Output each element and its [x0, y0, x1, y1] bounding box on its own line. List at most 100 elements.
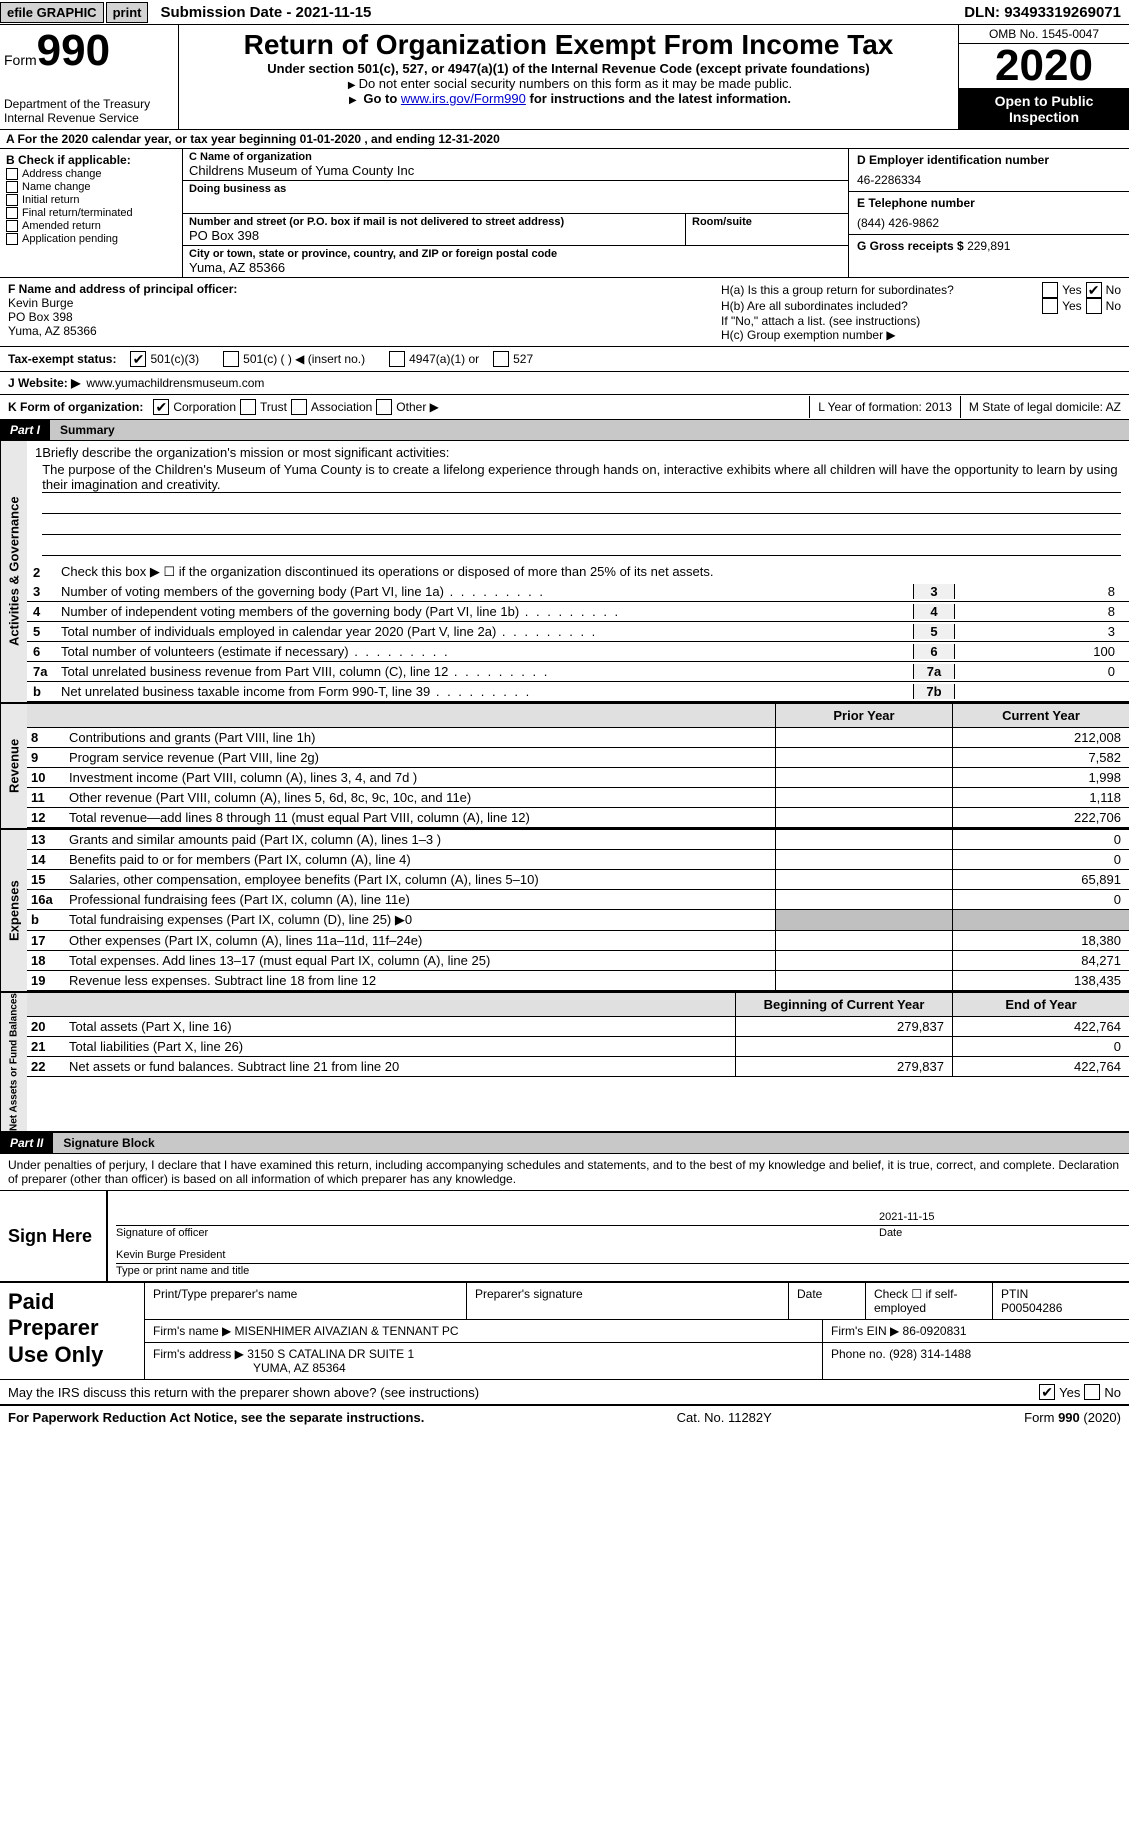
checkbox-final-return[interactable]	[6, 207, 18, 219]
part-2-header: Part II Signature Block	[0, 1133, 1129, 1154]
data-line: 11 Other revenue (Part VIII, column (A),…	[27, 788, 1129, 808]
4947-label: 4947(a)(1) or	[409, 352, 479, 366]
line-num: 15	[27, 870, 65, 889]
label-application-pending: Application pending	[22, 233, 118, 245]
ha-no-label: No	[1106, 283, 1121, 297]
website-label: J Website: ▶	[8, 376, 80, 390]
ha-yes-checkbox[interactable]	[1042, 282, 1058, 298]
phone-value: (844) 426-9862	[857, 216, 1121, 230]
line-desc: Grants and similar amounts paid (Part IX…	[65, 830, 775, 849]
prior-val	[775, 768, 952, 787]
irs-no-checkbox[interactable]	[1084, 1384, 1100, 1400]
line-desc: Contributions and grants (Part VIII, lin…	[65, 728, 775, 747]
501c3-checkbox[interactable]	[130, 351, 146, 367]
part-2-title: Signature Block	[53, 1133, 1129, 1153]
current-val: 422,764	[952, 1057, 1129, 1076]
row-a-tax-year: A For the 2020 calendar year, or tax yea…	[0, 130, 1129, 149]
current-val: 1,998	[952, 768, 1129, 787]
527-checkbox[interactable]	[493, 351, 509, 367]
print-button[interactable]: print	[106, 2, 149, 23]
501c-checkbox[interactable]	[223, 351, 239, 367]
line-desc: Total expenses. Add lines 13–17 (must eq…	[65, 951, 775, 970]
firm-phone-value: (928) 314-1488	[889, 1347, 971, 1361]
line-desc: Other expenses (Part IX, column (A), lin…	[65, 931, 775, 950]
officer-label: F Name and address of principal officer:	[8, 282, 705, 296]
prior-val	[775, 808, 952, 827]
hb-yes-checkbox[interactable]	[1042, 298, 1058, 314]
footer-center: Cat. No. 11282Y	[677, 1410, 772, 1425]
instructions-link[interactable]: www.irs.gov/Form990	[401, 91, 526, 106]
hc-label: H(c) Group exemption number ▶	[721, 328, 1121, 342]
line-desc: Total unrelated business revenue from Pa…	[61, 664, 913, 679]
form-note-1: Do not enter social security numbers on …	[187, 76, 950, 91]
corporation-checkbox[interactable]	[153, 399, 169, 415]
prep-name-label: Print/Type preparer's name	[145, 1283, 467, 1319]
association-label: Association	[311, 400, 372, 414]
line-desc: Salaries, other compensation, employee b…	[65, 870, 775, 889]
gov-line: 4 Number of independent voting members o…	[27, 602, 1129, 622]
line-box: 3	[913, 584, 955, 599]
prior-val	[735, 1037, 952, 1056]
footer-right: Form 990 (2020)	[1024, 1410, 1121, 1425]
4947-checkbox[interactable]	[389, 351, 405, 367]
line-box: 6	[913, 644, 955, 659]
other-checkbox[interactable]	[376, 399, 392, 415]
527-label: 527	[513, 352, 533, 366]
prior-val	[775, 890, 952, 909]
checkbox-application-pending[interactable]	[6, 233, 18, 245]
website-value: www.yumachildrensmuseum.com	[86, 376, 264, 390]
irs-label: Internal Revenue Service	[4, 111, 174, 125]
checkbox-name-change[interactable]	[6, 181, 18, 193]
dept-label: Department of the Treasury	[4, 97, 174, 111]
checkbox-initial-return[interactable]	[6, 194, 18, 206]
current-val: 0	[952, 850, 1129, 869]
hb-no-checkbox[interactable]	[1086, 298, 1102, 314]
line-num: 11	[27, 788, 65, 807]
city-label: City or town, state or province, country…	[189, 248, 842, 260]
association-checkbox[interactable]	[291, 399, 307, 415]
label-final-return: Final return/terminated	[22, 207, 133, 219]
ha-no-checkbox[interactable]	[1086, 282, 1102, 298]
line-desc: Benefits paid to or for members (Part IX…	[65, 850, 775, 869]
checkbox-address-change[interactable]	[6, 168, 18, 180]
officer-signature-field[interactable]	[116, 1211, 879, 1223]
perjury-statement: Under penalties of perjury, I declare th…	[0, 1154, 1129, 1191]
current-val: 65,891	[952, 870, 1129, 889]
mission-text: The purpose of the Children's Museum of …	[42, 462, 1121, 493]
form-number: 990	[37, 29, 110, 73]
firm-name-label: Firm's name ▶	[153, 1324, 231, 1338]
line-desc: Number of independent voting members of …	[61, 604, 913, 619]
part-1-header: Part I Summary	[0, 420, 1129, 441]
ein-label: D Employer identification number	[857, 153, 1121, 167]
part-1-title: Summary	[50, 420, 1129, 440]
irs-no-label: No	[1104, 1385, 1121, 1400]
label-name-change: Name change	[22, 181, 91, 193]
sign-date-value: 2021-11-15	[879, 1211, 1129, 1223]
trust-checkbox[interactable]	[240, 399, 256, 415]
year-formation: L Year of formation: 2013	[809, 396, 960, 418]
form-title: Return of Organization Exempt From Incom…	[187, 29, 950, 61]
current-val: 222,706	[952, 808, 1129, 827]
line-desc: Total number of volunteers (estimate if …	[61, 644, 913, 659]
line-desc: Investment income (Part VIII, column (A)…	[65, 768, 775, 787]
ha-label: H(a) Is this a group return for subordin…	[721, 283, 1038, 297]
line-desc: Program service revenue (Part VIII, line…	[65, 748, 775, 767]
org-name: Childrens Museum of Yuma County Inc	[189, 163, 842, 178]
data-line: 13 Grants and similar amounts paid (Part…	[27, 830, 1129, 850]
line-num: 18	[27, 951, 65, 970]
checkbox-amended-return[interactable]	[6, 220, 18, 232]
irs-yes-checkbox[interactable]	[1039, 1384, 1055, 1400]
efile-graphic-button[interactable]: efile GRAPHIC	[0, 2, 104, 23]
label-initial-return: Initial return	[22, 194, 79, 206]
line-num: 19	[27, 971, 65, 990]
addr-label: Number and street (or P.O. box if mail i…	[189, 216, 679, 228]
officer-addr2: Yuma, AZ 85366	[8, 324, 705, 338]
current-val	[952, 910, 1129, 930]
row-k-label: K Form of organization:	[8, 400, 143, 414]
irs-yes-label: Yes	[1059, 1385, 1080, 1400]
officer-signature-label: Signature of officer	[116, 1225, 879, 1239]
footer-left: For Paperwork Reduction Act Notice, see …	[8, 1410, 424, 1425]
line-num: 9	[27, 748, 65, 767]
form-note-2: Go to www.irs.gov/Form990 for instructio…	[187, 91, 950, 106]
gov-line: 7a Total unrelated business revenue from…	[27, 662, 1129, 682]
